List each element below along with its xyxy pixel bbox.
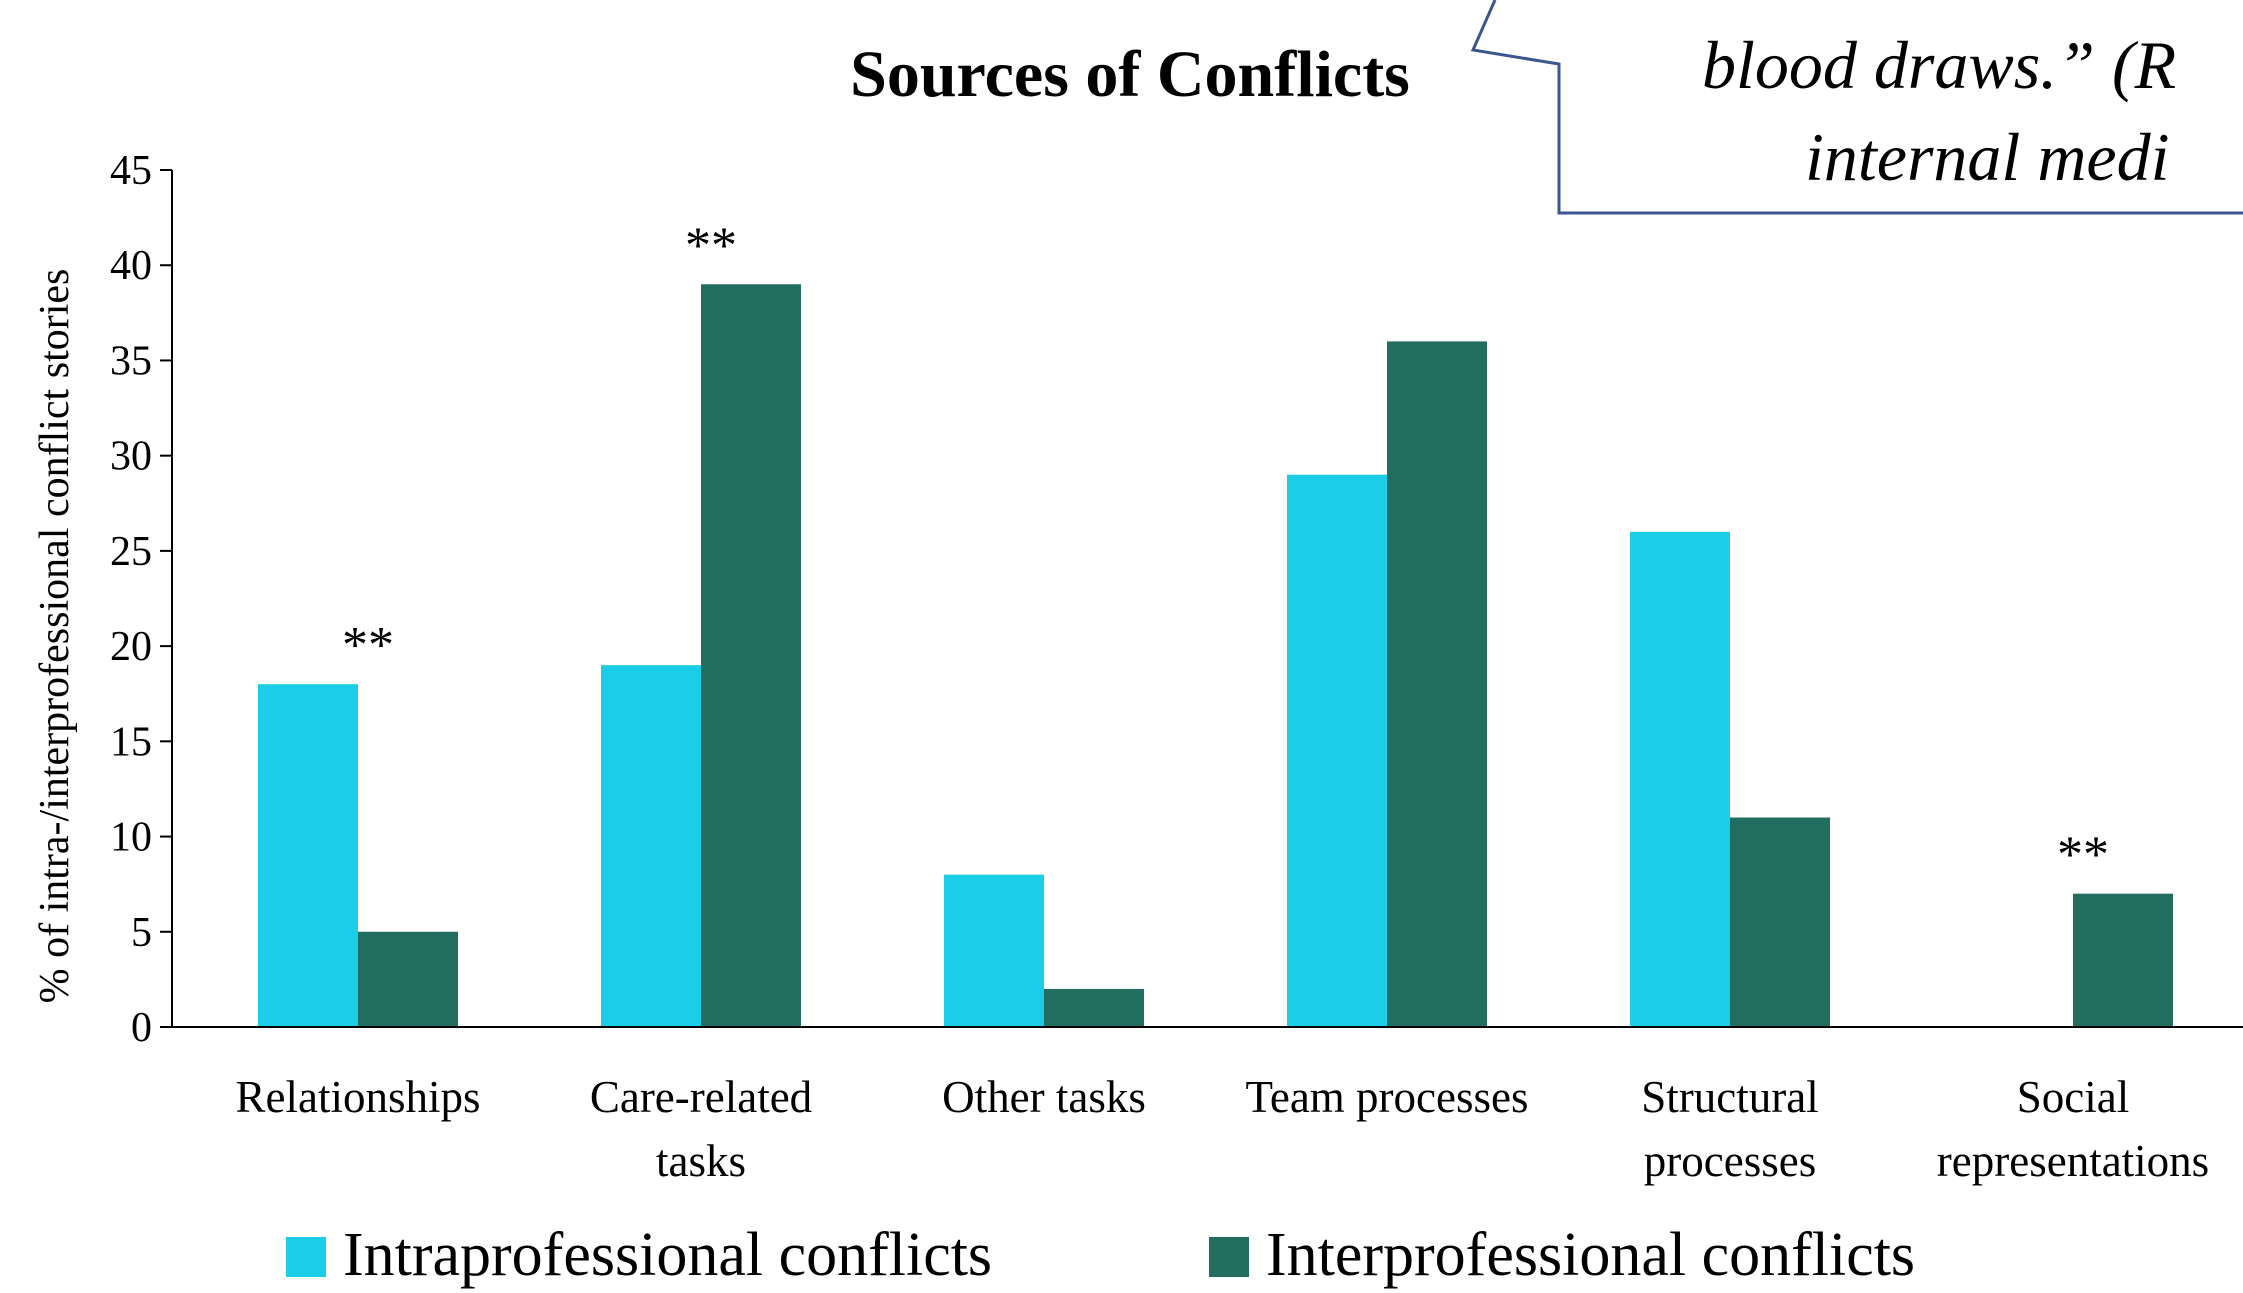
y-tick-label: 45 [110,148,152,194]
y-tick-label: 0 [131,1005,152,1051]
callout-text: blood draws.” (R [1702,27,2176,103]
y-tick-label: 5 [131,910,152,956]
y-tick-label: 30 [110,434,152,480]
callout-box [1470,0,2243,215]
bar [1387,341,1487,1027]
chart-title: Sources of Conflicts [850,38,1410,111]
x-tick-label: Team processes [1245,1072,1529,1122]
significance-marker: ** [2057,827,2109,884]
legend-label: Interprofessional conflicts [1266,1221,1915,1289]
bar [701,284,801,1027]
significance-marker: ** [685,217,737,274]
bar [358,931,458,1027]
bar [1730,817,1830,1027]
y-tick-label: 40 [110,243,152,289]
x-tick-label: Social representations [1936,1072,2210,1186]
bar [1044,988,1144,1027]
x-tick-label: Relationships [235,1072,481,1122]
bar [601,665,701,1027]
bar [1630,531,1730,1027]
legend-swatch [286,1237,326,1277]
bar [2073,893,2173,1027]
x-tick-label: Structural processes [1641,1072,1819,1186]
x-tick-label: Care-related tasks [589,1072,813,1186]
y-tick-label: 10 [110,815,152,861]
bar [258,684,358,1027]
bar [1287,474,1387,1027]
y-axis-label: % of intra-/interprofessional conflict s… [32,269,78,1004]
x-tick-label: Other tasks [942,1072,1146,1122]
legend-label: Intraprofessional conflicts [343,1221,992,1289]
y-tick-label: 15 [110,719,152,765]
y-tick-label: 20 [110,624,152,670]
bar [944,874,1044,1027]
y-tick-label: 25 [110,529,152,575]
legend-swatch [1209,1237,1249,1277]
significance-marker: ** [342,617,394,674]
y-tick-label: 35 [110,338,152,384]
callout-text: internal medi [1805,119,2170,195]
